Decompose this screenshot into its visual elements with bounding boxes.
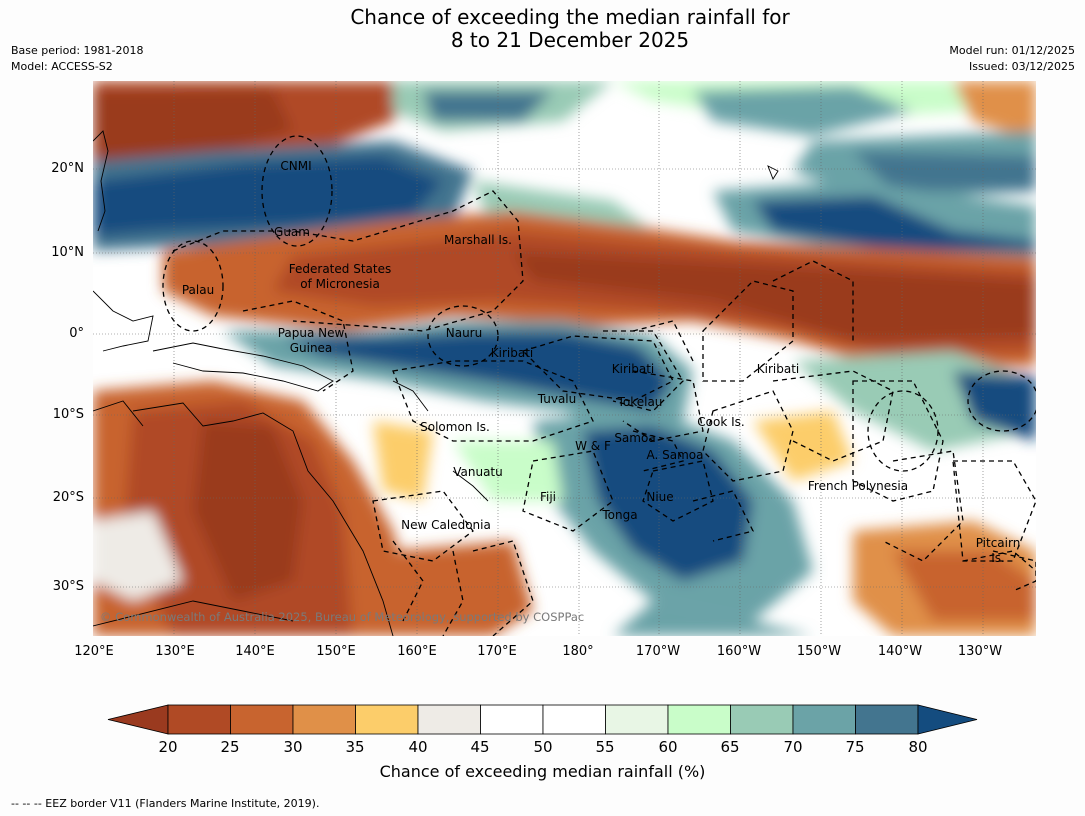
lon-label-140w: 140°W: [877, 644, 923, 659]
model-run: Model run: 01/12/2025: [949, 44, 1075, 57]
colorbar-bin-70-75: [792, 704, 856, 735]
lon-label-160w: 160°W: [716, 644, 762, 659]
colorbar-tick-45: 45: [470, 738, 490, 756]
region-labels: CNMI Guam Marshall Is. Federated States …: [182, 159, 1020, 565]
colorbar-label: Chance of exceeding median rainfall (%): [379, 762, 706, 781]
region-label-new-caledonia: New Caledonia: [401, 518, 491, 532]
colorbar: [107, 704, 978, 735]
lat-label-0: 0°: [69, 326, 84, 341]
colorbar-bin-20-25: [167, 704, 231, 735]
region-label-guam: Guam: [274, 225, 310, 239]
graticule: [93, 81, 1036, 636]
colorbar-tick-80: 80: [908, 738, 928, 756]
lat-label-10s: 10°S: [52, 407, 84, 422]
meta-right: Model run: 01/12/2025 Issued: 03/12/2025: [949, 43, 1075, 75]
region-label-png-line2: Guinea: [290, 341, 333, 355]
lon-label-130e: 130°E: [155, 644, 195, 659]
region-label-tonga: Tonga: [601, 508, 637, 522]
region-label-fsm-line1: Federated States: [289, 262, 391, 276]
region-label-kiribati-east: Kiribati: [757, 362, 799, 376]
lon-label-170w: 170°W: [635, 644, 681, 659]
rainfall-map: CNMI Guam Marshall Is. Federated States …: [93, 81, 1036, 636]
colorbar-bin-25-30: [230, 704, 294, 735]
lat-label-30s: 30°S: [52, 579, 84, 594]
region-label-samoa: Samoa: [614, 431, 655, 445]
issued-date: Issued: 03/12/2025: [968, 60, 1075, 73]
colorbar-bin-75-80: [855, 704, 919, 735]
base-period: Base period: 1981-2018: [11, 44, 144, 57]
lat-label-20s: 20°S: [52, 490, 84, 505]
region-label-vanuatu: Vanuatu: [453, 465, 503, 479]
colorbar-bin-55-60: [605, 704, 669, 735]
colorbar-bin-40-45: [417, 704, 481, 735]
lon-label-150w: 150°W: [796, 644, 842, 659]
lon-label-120e: 120°E: [74, 644, 114, 659]
region-label-cnmi: CNMI: [280, 159, 311, 173]
region-label-solomon-islands: Solomon Is.: [420, 420, 490, 434]
model-name: Model: ACCESS-S2: [11, 60, 113, 73]
colorbar-tick-25: 25: [220, 738, 240, 756]
region-label-cook-islands: Cook Is.: [697, 415, 744, 429]
region-label-pitcairn-line1: Pitcairn: [976, 536, 1021, 550]
eez-borders: [162, 135, 1036, 636]
colorbar-tick-60: 60: [658, 738, 678, 756]
eez-footnote: -- -- -- EEZ border V11 (Flanders Marine…: [11, 797, 320, 810]
title-line-2: 8 to 21 December 2025: [450, 28, 690, 52]
region-label-palau: Palau: [182, 283, 214, 297]
lon-label-140e: 140°E: [235, 644, 275, 659]
colorbar-bin-60-65: [667, 704, 731, 735]
colorbar-bin-50-55: [542, 704, 606, 735]
region-label-marshall-islands: Marshall Is.: [444, 233, 512, 247]
region-label-pitcairn-line2: Is.: [991, 551, 1005, 565]
colorbar-bin-45-50: [480, 704, 544, 735]
colorbar-bin-65-70: [730, 704, 794, 735]
region-label-png-line1: Papua New: [278, 326, 345, 340]
copyright-notice: © Commonwealth of Australia 2025, Bureau…: [100, 610, 584, 624]
colorbar-tick-30: 30: [283, 738, 303, 756]
colorbar-extend-low: [107, 704, 169, 735]
lon-label-180: 180°: [562, 644, 594, 659]
rainfall-field: [93, 81, 1036, 636]
region-label-wallis-futuna: W & F: [575, 439, 611, 453]
region-label-nauru: Nauru: [446, 326, 482, 340]
lat-label-20n: 20°N: [51, 161, 84, 176]
region-label-american-samoa: A. Samoa: [647, 448, 704, 462]
colorbar-tick-70: 70: [783, 738, 803, 756]
colorbar-tick-75: 75: [845, 738, 865, 756]
coastlines: [93, 130, 779, 636]
colorbar-tick-65: 65: [720, 738, 740, 756]
colorbar-extend-high: [917, 704, 978, 735]
colorbar-tick-35: 35: [345, 738, 365, 756]
region-label-french-polynesia: French Polynesia: [808, 479, 908, 493]
colorbar-tick-50: 50: [533, 738, 553, 756]
region-label-tokelau: Tokelau: [617, 395, 663, 409]
region-label-tuvalu: Tuvalu: [537, 392, 577, 406]
region-label-fiji: Fiji: [540, 490, 556, 504]
colorbar-tick-20: 20: [158, 738, 178, 756]
region-label-niue: Niue: [646, 490, 673, 504]
colorbar-bin-35-40: [355, 704, 419, 735]
map-title: Chance of exceeding the median rainfall …: [0, 6, 1085, 52]
colorbar-tick-40: 40: [408, 738, 428, 756]
colorbar-tick-55: 55: [595, 738, 615, 756]
region-label-fsm-line2: of Micronesia: [300, 277, 380, 291]
colorbar-bin-30-35: [292, 704, 356, 735]
meta-left: Base period: 1981-2018 Model: ACCESS-S2: [11, 43, 143, 75]
lat-label-10n: 10°N: [51, 245, 84, 260]
lon-label-170e: 170°E: [477, 644, 517, 659]
lon-label-160e: 160°E: [397, 644, 437, 659]
region-label-kiribati-west: Kiribati: [491, 346, 533, 360]
title-line-1: Chance of exceeding the median rainfall …: [350, 5, 790, 29]
region-label-kiribati-central: Kiribati: [612, 362, 654, 376]
lon-label-130w: 130°W: [957, 644, 1003, 659]
lon-label-150e: 150°E: [316, 644, 356, 659]
